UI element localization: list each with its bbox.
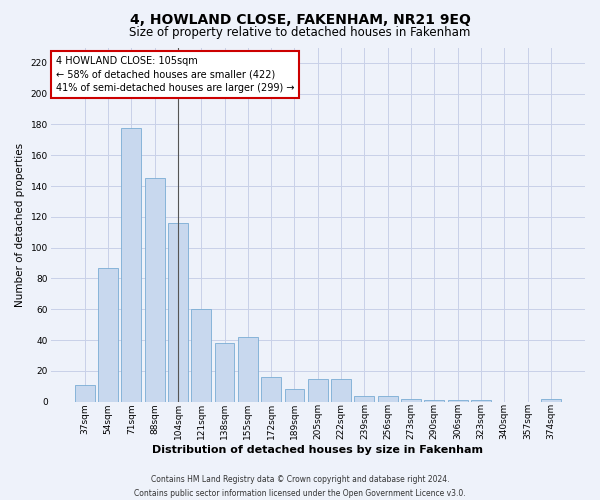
Bar bbox=[238, 337, 258, 402]
Bar bbox=[145, 178, 164, 402]
Y-axis label: Number of detached properties: Number of detached properties bbox=[15, 142, 25, 306]
Bar bbox=[378, 396, 398, 402]
Bar bbox=[448, 400, 467, 402]
Bar bbox=[355, 396, 374, 402]
Bar bbox=[168, 223, 188, 402]
Text: Contains HM Land Registry data © Crown copyright and database right 2024.
Contai: Contains HM Land Registry data © Crown c… bbox=[134, 476, 466, 498]
Bar bbox=[98, 268, 118, 402]
Bar bbox=[308, 378, 328, 402]
Bar bbox=[75, 384, 95, 402]
Bar bbox=[401, 398, 421, 402]
Bar bbox=[191, 310, 211, 402]
Text: 4, HOWLAND CLOSE, FAKENHAM, NR21 9EQ: 4, HOWLAND CLOSE, FAKENHAM, NR21 9EQ bbox=[130, 12, 470, 26]
Text: Size of property relative to detached houses in Fakenham: Size of property relative to detached ho… bbox=[130, 26, 470, 39]
Bar bbox=[215, 343, 235, 402]
Bar bbox=[284, 390, 304, 402]
Bar bbox=[121, 128, 141, 402]
Bar bbox=[424, 400, 444, 402]
Bar bbox=[261, 377, 281, 402]
Bar bbox=[471, 400, 491, 402]
Bar bbox=[541, 398, 561, 402]
Text: 4 HOWLAND CLOSE: 105sqm
← 58% of detached houses are smaller (422)
41% of semi-d: 4 HOWLAND CLOSE: 105sqm ← 58% of detache… bbox=[56, 56, 295, 93]
Bar bbox=[331, 378, 351, 402]
X-axis label: Distribution of detached houses by size in Fakenham: Distribution of detached houses by size … bbox=[152, 445, 483, 455]
